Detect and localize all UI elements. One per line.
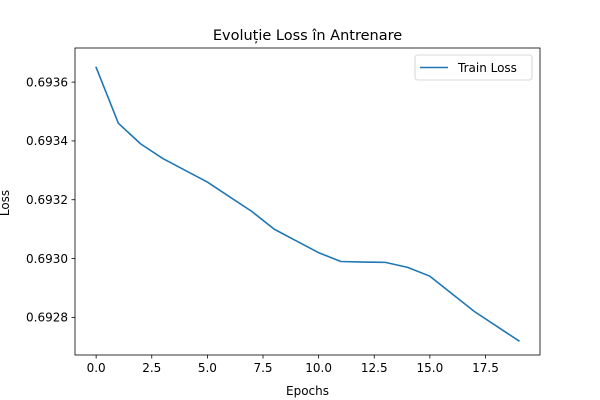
x-axis-label: Epochs xyxy=(286,384,329,398)
plot-frame xyxy=(74,47,541,356)
legend-box xyxy=(414,54,533,81)
x-axis-ticks: 0.0 2.5 5.0 7.5 10.0 12.5 15.0 17.5 xyxy=(87,355,499,375)
series-layer xyxy=(95,66,520,342)
x-tick-label: 12.5 xyxy=(361,361,388,375)
y-axis-ticks: 0.6928 0.6930 0.6932 0.6934 0.6936 xyxy=(26,75,75,325)
y-tick-label: 0.6928 xyxy=(26,311,68,325)
x-tick-label: 10.0 xyxy=(305,361,332,375)
series-line-train-loss xyxy=(95,66,520,342)
x-tick-label: 5.0 xyxy=(198,361,217,375)
legend-label-train-loss: Train Loss xyxy=(457,61,517,75)
y-tick-label: 0.6934 xyxy=(26,134,68,148)
y-tick-label: 0.6932 xyxy=(26,193,68,207)
x-tick-label: 17.5 xyxy=(472,361,499,375)
x-tick-label: 7.5 xyxy=(253,361,272,375)
y-axis-label: Loss xyxy=(0,190,12,216)
chart-title: Evoluție Loss în Antrenare xyxy=(213,28,402,44)
legend: Train Loss xyxy=(414,54,533,81)
x-tick-label: 2.5 xyxy=(142,361,161,375)
y-tick-label: 0.6930 xyxy=(26,252,68,266)
y-tick-label: 0.6936 xyxy=(26,75,68,89)
x-tick-label: 15.0 xyxy=(417,361,444,375)
x-tick-label: 0.0 xyxy=(87,361,106,375)
